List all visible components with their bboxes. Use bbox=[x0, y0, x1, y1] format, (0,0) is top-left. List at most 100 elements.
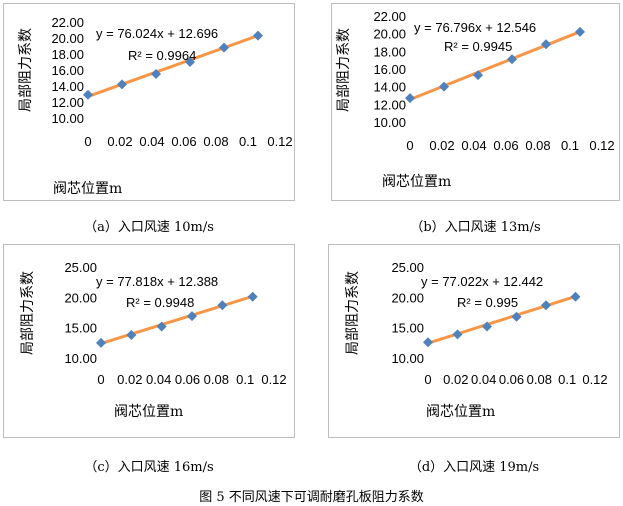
data-point bbox=[405, 93, 415, 104]
trendline bbox=[99, 294, 255, 346]
y-tick-label: 10.00 bbox=[373, 115, 406, 130]
x-tick-label: 0.12 bbox=[582, 372, 607, 387]
x-tick-label: 0.02 bbox=[117, 372, 142, 387]
r-squared-label: R² = 0.9948 bbox=[126, 295, 194, 310]
x-tick-label: 0.12 bbox=[589, 138, 614, 153]
caption-a: （a）入口风速 10m/s bbox=[84, 220, 214, 235]
data-point bbox=[219, 42, 229, 53]
data-point bbox=[570, 291, 581, 302]
data-point bbox=[541, 300, 551, 311]
trendline-equation: y = 76.796x + 12.546 bbox=[414, 20, 536, 35]
y-tick-label: 14.00 bbox=[51, 79, 84, 94]
trendline bbox=[426, 294, 577, 345]
r-squared-label: R² = 0.995 bbox=[457, 295, 518, 310]
x-axis-title: 阀芯位置m bbox=[53, 181, 122, 197]
y-tick-label: 16.00 bbox=[373, 62, 406, 77]
x-tick-label: 0.1 bbox=[239, 134, 257, 149]
data-point bbox=[117, 79, 127, 90]
y-axis-title: 局部阻力系数 bbox=[18, 28, 34, 112]
x-tick-label: 0.08 bbox=[204, 372, 229, 387]
y-tick-label: 20.00 bbox=[51, 31, 84, 46]
y-tick-label: 22.00 bbox=[51, 15, 84, 30]
x-tick-label: 0.12 bbox=[261, 372, 286, 387]
y-tick-label: 14.00 bbox=[373, 80, 406, 95]
y-tick-label: 10.00 bbox=[391, 351, 424, 366]
data-point bbox=[511, 311, 522, 322]
caption-c: （c）入口风速 16m/s bbox=[84, 460, 214, 475]
data-point bbox=[247, 291, 258, 302]
x-tick-label: 0.06 bbox=[499, 372, 524, 387]
x-axis-title: 阀芯位置m bbox=[114, 404, 183, 420]
data-point bbox=[83, 89, 93, 100]
chart-panel-b: 10.00 12.00 14.00 16.00 18.00 20.00 22.00 0 0.02… bbox=[331, 3, 620, 201]
trendline-equation: y = 77.022x + 12.442 bbox=[421, 274, 543, 289]
figure-title: 图 5 不同风速下可调耐磨孔板阻力系数 bbox=[199, 490, 424, 505]
data-point bbox=[423, 337, 433, 348]
trendline bbox=[86, 34, 260, 98]
data-point bbox=[156, 321, 167, 332]
y-tick-label: 18.00 bbox=[373, 44, 406, 59]
data-point bbox=[439, 81, 449, 92]
y-tick-label: 15.00 bbox=[391, 321, 424, 336]
x-tick-label: 0.04 bbox=[139, 134, 164, 149]
data-point bbox=[185, 57, 195, 67]
x-tick-label: 0 bbox=[406, 138, 413, 153]
y-tick-label: 22.00 bbox=[373, 9, 406, 24]
data-point bbox=[482, 321, 492, 332]
y-tick-label: 20.00 bbox=[64, 290, 97, 305]
chart-svg-b: 10.00 12.00 14.00 16.00 18.00 20.00 22.00 0 0.02… bbox=[336, 9, 615, 190]
x-tick-label: 0.04 bbox=[146, 372, 171, 387]
x-tick-label: 0.04 bbox=[461, 138, 486, 153]
y-tick-label: 20.00 bbox=[391, 290, 424, 305]
x-tick-label: 0.08 bbox=[203, 134, 228, 149]
x-tick-label: 0.02 bbox=[429, 138, 454, 153]
x-tick-label: 0.04 bbox=[471, 372, 496, 387]
data-point bbox=[253, 30, 263, 41]
data-point bbox=[96, 337, 106, 348]
caption-b: （b）入口风速 13m/s bbox=[410, 220, 541, 235]
y-tick-label: 20.00 bbox=[373, 27, 406, 42]
y-axis-title: 局部阻力系数 bbox=[20, 271, 36, 355]
x-tick-label: 0.02 bbox=[443, 372, 468, 387]
x-tick-label: 0.1 bbox=[558, 372, 576, 387]
y-axis-title: 局部阻力系数 bbox=[345, 271, 361, 355]
chart-panel-a: 10.00 12.00 14.00 16.00 18.00 20.00 22.00 0 0.02… bbox=[3, 3, 295, 201]
y-tick-label: 18.00 bbox=[51, 47, 84, 62]
data-point bbox=[126, 329, 137, 340]
y-tick-label: 25.00 bbox=[64, 260, 97, 275]
x-axis-title: 阀芯位置m bbox=[382, 174, 451, 190]
trendline-equation: y = 76.024x + 12.696 bbox=[96, 26, 218, 41]
data-point bbox=[151, 69, 161, 79]
caption-d: （d）入口风速 19m/s bbox=[408, 460, 540, 475]
data-point bbox=[473, 70, 483, 81]
x-tick-label: 0.08 bbox=[527, 372, 552, 387]
y-tick-label: 12.00 bbox=[373, 97, 406, 112]
chart-panel-d: 10.00 15.00 20.00 25.00 0 0.02 0.04 0.06 0.08 0.1… bbox=[328, 244, 620, 438]
x-tick-label: 0 bbox=[424, 372, 431, 387]
x-tick-label: 0 bbox=[84, 134, 91, 149]
x-tick-label: 0.06 bbox=[493, 138, 518, 153]
y-tick-label: 10.00 bbox=[64, 351, 97, 366]
x-tick-label: 0.06 bbox=[171, 134, 196, 149]
y-tick-label: 10.00 bbox=[51, 111, 84, 126]
y-axis-title: 局部阻力系数 bbox=[336, 28, 352, 112]
chart-svg-c: 10.00 15.00 20.00 25.00 0 0.02 0.04 0.06 0.08 0.1… bbox=[20, 260, 287, 420]
x-tick-label: 0.12 bbox=[267, 134, 292, 149]
x-tick-label: 0.1 bbox=[561, 138, 579, 153]
x-axis-title: 阀芯位置m bbox=[426, 404, 495, 420]
chart-panel-c: 10.00 15.00 20.00 25.00 0 0.02 0.04 0.06 0.08 0.1… bbox=[3, 244, 295, 438]
y-tick-label: 12.00 bbox=[51, 95, 84, 110]
trendline-equation: y = 77.818x + 12.388 bbox=[96, 274, 218, 289]
chart-svg-d: 10.00 15.00 20.00 25.00 0 0.02 0.04 0.06 0.08 0.1… bbox=[345, 260, 608, 420]
data-point bbox=[187, 311, 197, 322]
x-tick-label: 0 bbox=[97, 372, 104, 387]
y-tick-label: 16.00 bbox=[51, 63, 84, 78]
x-tick-label: 0.02 bbox=[107, 134, 132, 149]
data-point bbox=[452, 329, 463, 340]
data-point bbox=[575, 26, 585, 37]
trendline bbox=[408, 30, 582, 102]
data-point bbox=[541, 39, 551, 50]
r-squared-label: R² = 0.9945 bbox=[444, 39, 512, 54]
y-tick-label: 15.00 bbox=[64, 321, 97, 336]
